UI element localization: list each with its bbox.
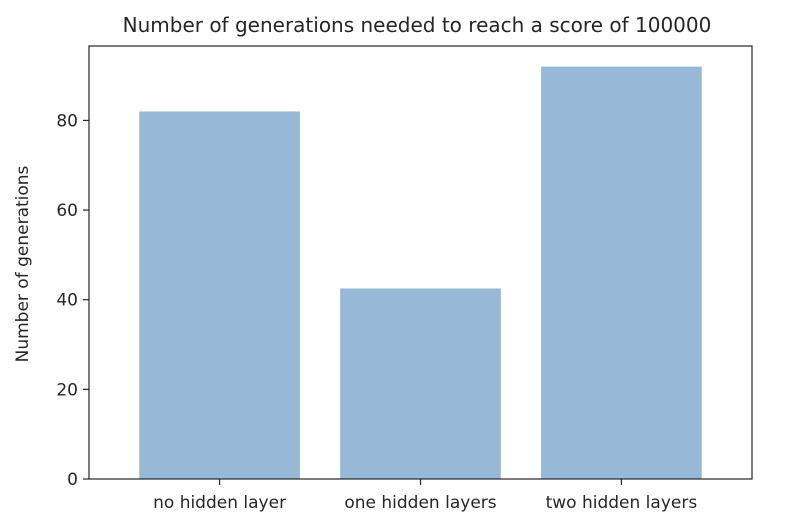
plot-frame <box>88 45 753 480</box>
bar-no-hidden-layer <box>139 111 300 480</box>
bar-one-hidden-layers <box>340 288 501 479</box>
y-tick-label: 0 <box>67 470 78 490</box>
y-axis-ticks: 0 20 40 60 80 <box>56 111 89 490</box>
bars-group <box>139 66 702 480</box>
y-axis-label: Number of generations <box>13 165 33 362</box>
bar-two-hidden-layers <box>541 66 702 479</box>
y-tick-label: 80 <box>56 111 78 131</box>
y-tick-label: 20 <box>56 380 78 400</box>
x-tick-label: one hidden layers <box>344 493 496 513</box>
x-axis-ticks: no hidden layer one hidden layers two hidd… <box>153 479 697 513</box>
y-tick-label: 60 <box>56 201 78 221</box>
x-tick-label: no hidden layer <box>153 493 286 513</box>
y-tick-label: 40 <box>56 291 78 311</box>
x-tick-label: two hidden layers <box>546 493 698 513</box>
chart-title: Number of generations needed to reach a … <box>123 13 712 37</box>
